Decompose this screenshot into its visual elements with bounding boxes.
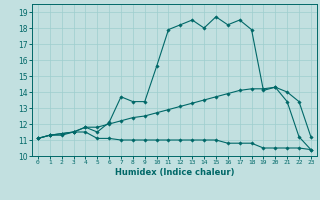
X-axis label: Humidex (Indice chaleur): Humidex (Indice chaleur) [115, 168, 234, 177]
